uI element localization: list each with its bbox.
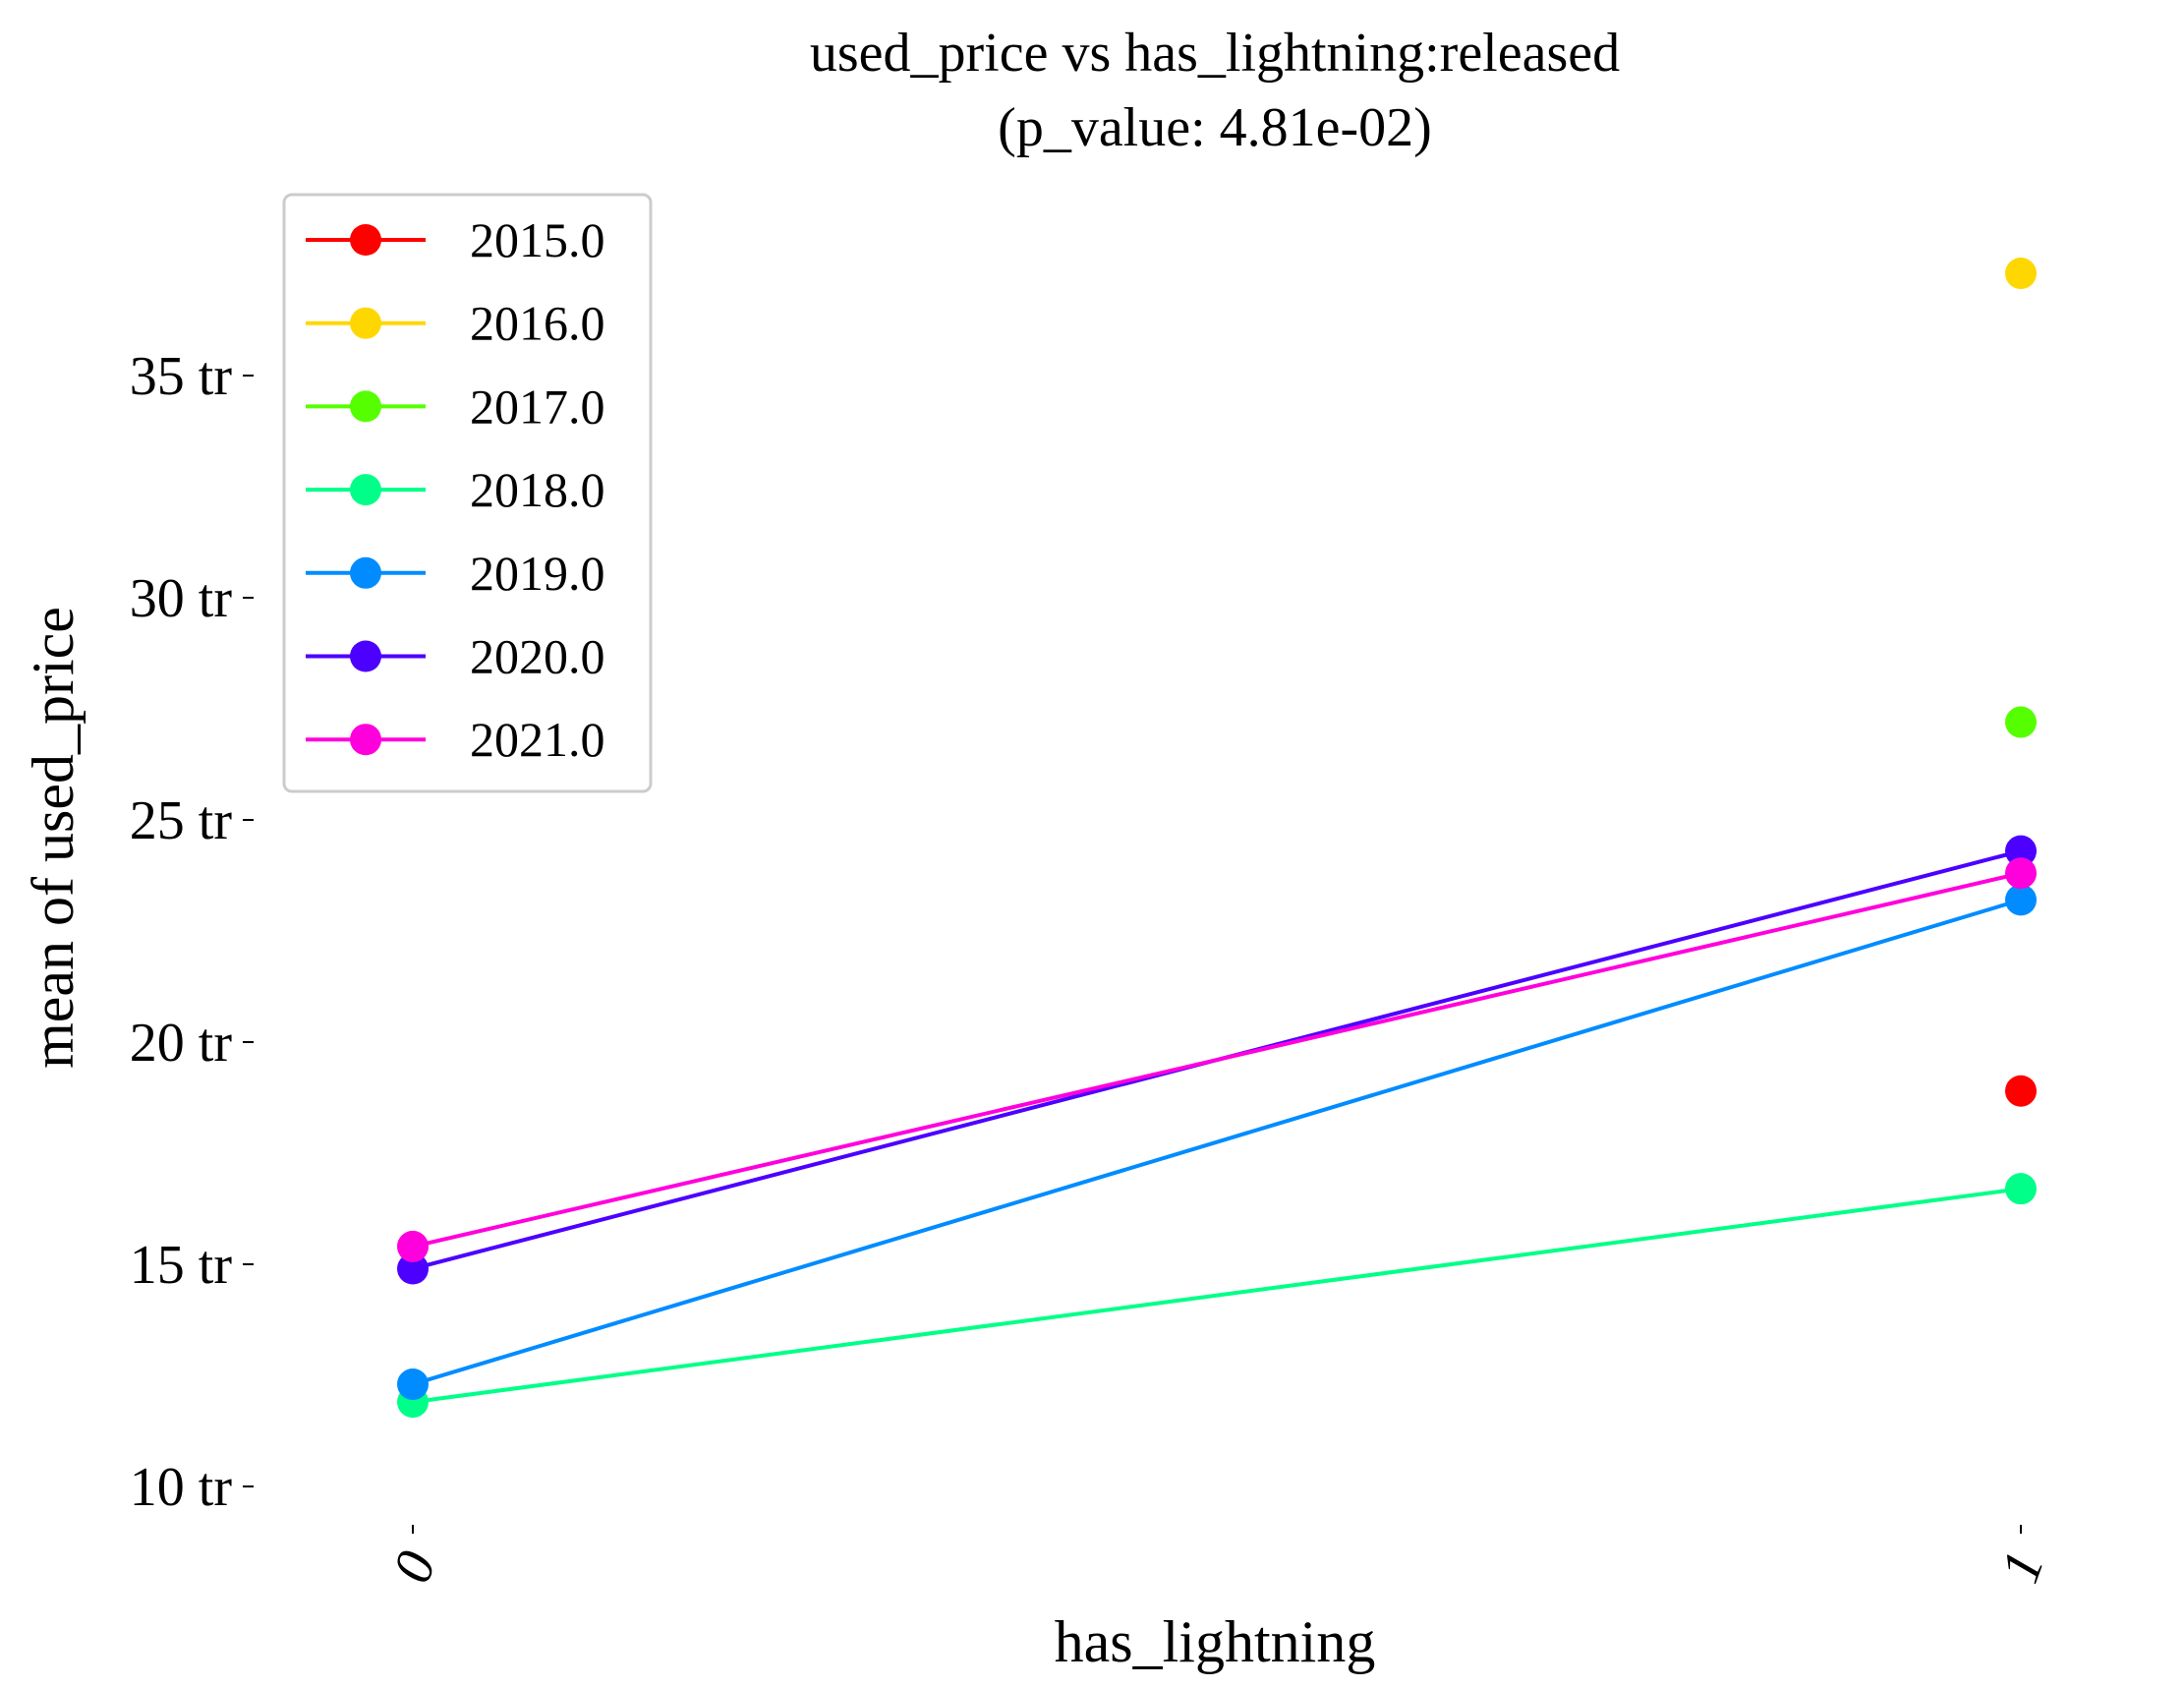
data-point-2020.0-1 (2005, 835, 2037, 867)
legend-marker (350, 224, 381, 256)
legend-frame (282, 193, 653, 793)
y-tick-label: 30 tr (130, 568, 233, 629)
data-point-2019.0-1 (2005, 884, 2037, 916)
legend-marker (350, 474, 381, 506)
chart-title-line1: used_price vs has_lightning:released (810, 23, 1620, 84)
data-point-2019.0-0 (397, 1368, 429, 1401)
y-axis-ticks: 10 tr 15 tr 20 tr 25 tr 30 tr 35 tr (130, 346, 254, 1518)
legend-label: 2020.0 (470, 629, 605, 684)
legend-marker (350, 390, 381, 423)
legend-label: 2017.0 (470, 378, 605, 434)
series-line-2018.0 (412, 1187, 2022, 1405)
data-point-2021.0-1 (2005, 857, 2037, 890)
legend-marker (350, 307, 381, 339)
y-tick-label: 20 tr (130, 1013, 233, 1074)
y-axis-label: mean of used_price (21, 607, 86, 1069)
x-tick-label: 0 (381, 1543, 448, 1591)
y-tick-label: 35 tr (130, 346, 233, 407)
y-tick-label: 10 tr (130, 1457, 233, 1518)
data-point-2016.0-1 (2005, 258, 2037, 290)
data-point-2018.0-1 (2005, 1173, 2037, 1205)
legend: 2015.0 2016.0 2017.0 2018.0 2019.0 2020.0 2021… (282, 193, 653, 793)
data-point-2021.0-0 (397, 1230, 429, 1262)
legend-label: 2021.0 (470, 712, 605, 767)
y-tick-label: 15 tr (130, 1235, 233, 1296)
legend-label: 2016.0 (470, 296, 605, 351)
x-axis-label: has_lightning (1055, 1609, 1376, 1674)
chart-title-line2: (p_value: 4.81e-02) (998, 97, 1432, 158)
legend-marker (350, 640, 381, 672)
x-tick-label: 1 (1989, 1543, 2056, 1591)
legend-marker (350, 556, 381, 589)
series-line-2019.0 (412, 898, 2022, 1386)
legend-label: 2018.0 (470, 462, 605, 517)
legend-label: 2015.0 (470, 212, 605, 267)
series-lines (412, 848, 2022, 1405)
data-point-2020.0-0 (397, 1252, 429, 1285)
legend-marker (350, 724, 381, 756)
legend-items: 2015.0 2016.0 2017.0 2018.0 2019.0 2020.0 2021… (306, 212, 605, 767)
series-line-2021.0 (412, 871, 2022, 1249)
data-point-2017.0-1 (2005, 706, 2037, 738)
series-points (397, 258, 2037, 1419)
y-tick-label: 25 tr (130, 790, 233, 851)
data-point-2015.0-1 (2005, 1075, 2037, 1107)
legend-label: 2019.0 (470, 546, 605, 601)
